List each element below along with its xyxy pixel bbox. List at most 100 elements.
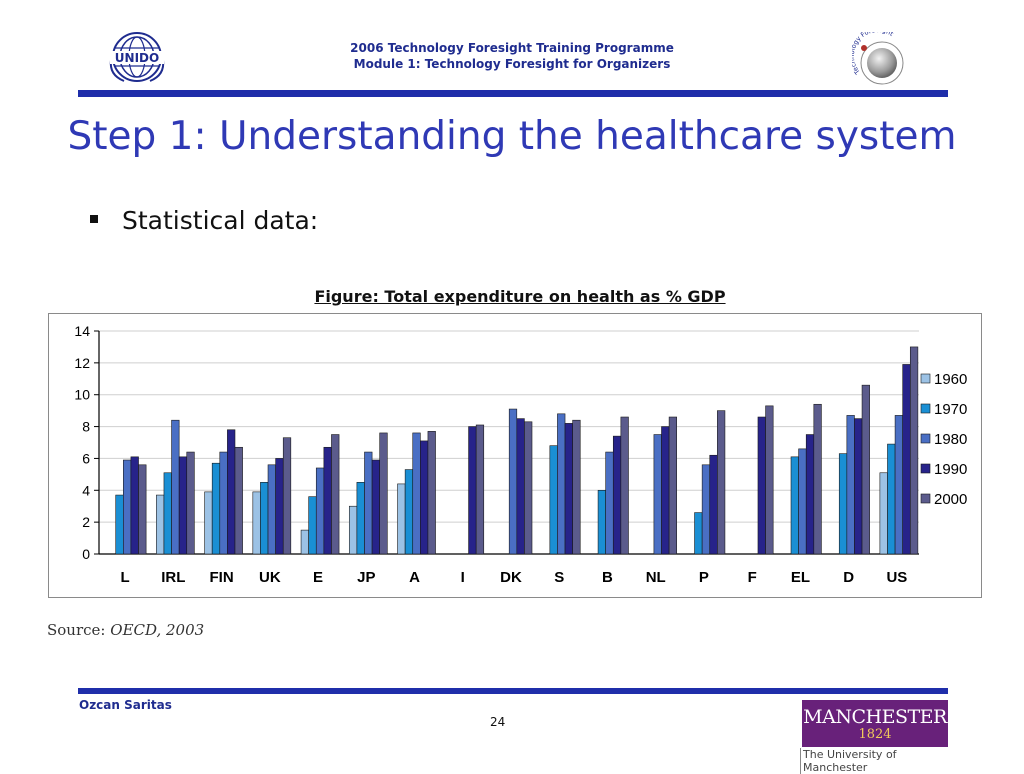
university-logo-name: MANCHESTER [803,706,947,728]
bar-2000-JP [379,432,388,555]
bar-2000-US [909,346,919,555]
y-tick-label: 0 [82,546,90,562]
bar-1970-B [597,489,606,555]
bar-1970-S [549,445,558,555]
bar-2000-FIN [234,446,243,555]
bar-2000-E [331,434,340,555]
bar-2000-DK [524,421,533,555]
bar-1980-UK [267,464,276,555]
x-tick-label: A [409,569,420,586]
university-logo-subtitle: The University of Manchester [800,748,953,774]
slide-title: Step 1: Understanding the healthcare sys… [67,114,957,159]
legend-label: 2000 [934,491,967,508]
bar-2000-D [861,384,870,555]
bar-1980-D [846,415,855,555]
legend-swatch [920,463,931,474]
bar-2000-P [717,410,726,555]
y-tick-label: 12 [74,355,90,371]
x-tick-label: JP [357,569,375,586]
x-tick-label: B [602,569,613,586]
y-tick-label: 10 [74,387,90,403]
bar-1960-E [300,529,309,555]
page-number: 24 [490,715,506,729]
legend-label: 1970 [934,401,967,418]
x-tick-label: E [313,569,323,586]
bar-1970-P [694,512,703,555]
header-line-1: 2006 Technology Foresight Training Progr… [350,41,674,55]
bar-1990-D [854,418,863,555]
bottom-divider [78,688,948,694]
bar-1980-P [701,464,711,555]
bar-2000-EL [813,403,822,555]
bar-1980-IRL [171,419,180,555]
bar-1970-JP [356,482,365,555]
legend-label: 1980 [934,431,967,448]
bar-1970-EL [790,456,799,555]
bar-1990-F [757,416,766,555]
y-tick-label: 6 [82,450,90,466]
bar-1960-UK [252,491,261,555]
bar-1990-S [564,423,573,555]
bar-1980-E [315,467,325,555]
bar-1990-JP [371,459,380,555]
x-tick-label: L [121,569,130,586]
university-logo: MANCHESTER 1824 The University of Manche… [800,700,948,774]
bar-1960-IRL [156,494,165,555]
top-divider [78,90,948,97]
x-tick-label: UK [259,569,281,586]
y-tick-label: 14 [74,323,90,339]
bar-2000-I [475,424,485,555]
source-note: Source: OECD, 2003 [47,621,204,639]
bar-1980-L [123,459,132,555]
bar-chart: 0 2 4 6 8 10 12 14 L IRL FIN UK E JP A I DK S B NL P F EL D US 19… [74,323,967,586]
bar-2000-F [765,405,774,555]
bar-1990-E [323,446,332,555]
foresight-logo: Technology ForeSight [848,26,908,88]
x-tick-label: D [843,569,854,586]
bar-1980-EL [798,448,807,555]
bar-1960-A [397,483,406,555]
bar-1980-B [605,451,614,555]
x-tick-label: P [699,569,709,586]
bar-1990-A [420,440,429,555]
header-text: 2006 Technology Foresight Training Progr… [0,40,1024,72]
bar-1970-L [115,494,124,555]
bullet-text: Statistical data: [122,206,319,235]
legend-label: 1960 [934,371,967,388]
bar-1990-I [468,426,477,555]
bar-1980-FIN [219,451,228,555]
legend-swatch [920,493,931,504]
bar-2000-IRL [186,451,195,555]
x-tick-label: NL [646,569,666,586]
x-tick-label: I [461,569,465,586]
bar-1990-DK [516,418,525,555]
university-logo-year: 1824 [858,727,892,742]
bar-1970-E [308,496,317,555]
legend-swatch [920,433,931,444]
bar-1970-A [404,469,414,555]
bar-2000-L [138,464,147,555]
bar-1970-D [838,453,848,555]
bar-1970-US [887,443,896,555]
x-tick-label: IRL [161,569,185,586]
university-logo-block [802,700,948,747]
bar-1980-DK [508,408,518,555]
bar-1990-P [709,454,718,555]
x-tick-label: DK [500,569,522,586]
bar-1990-NL [661,426,670,555]
x-tick-label: S [554,569,564,586]
bar-1970-FIN [211,462,221,555]
bar-1970-UK [260,482,269,555]
bar-1980-NL [653,434,662,555]
bar-2000-UK [282,437,292,555]
unido-logo-text: UNIDO [115,51,159,65]
bar-1990-L [130,456,139,555]
bar-2000-A [427,431,436,555]
bar-1990-B [612,435,622,555]
bar-1980-US [894,415,903,555]
legend-label: 1990 [934,461,967,478]
bar-1960-JP [348,505,358,555]
bar-1990-EL [805,434,815,555]
bullet-marker [90,215,98,223]
bar-1990-IRL [178,456,188,555]
